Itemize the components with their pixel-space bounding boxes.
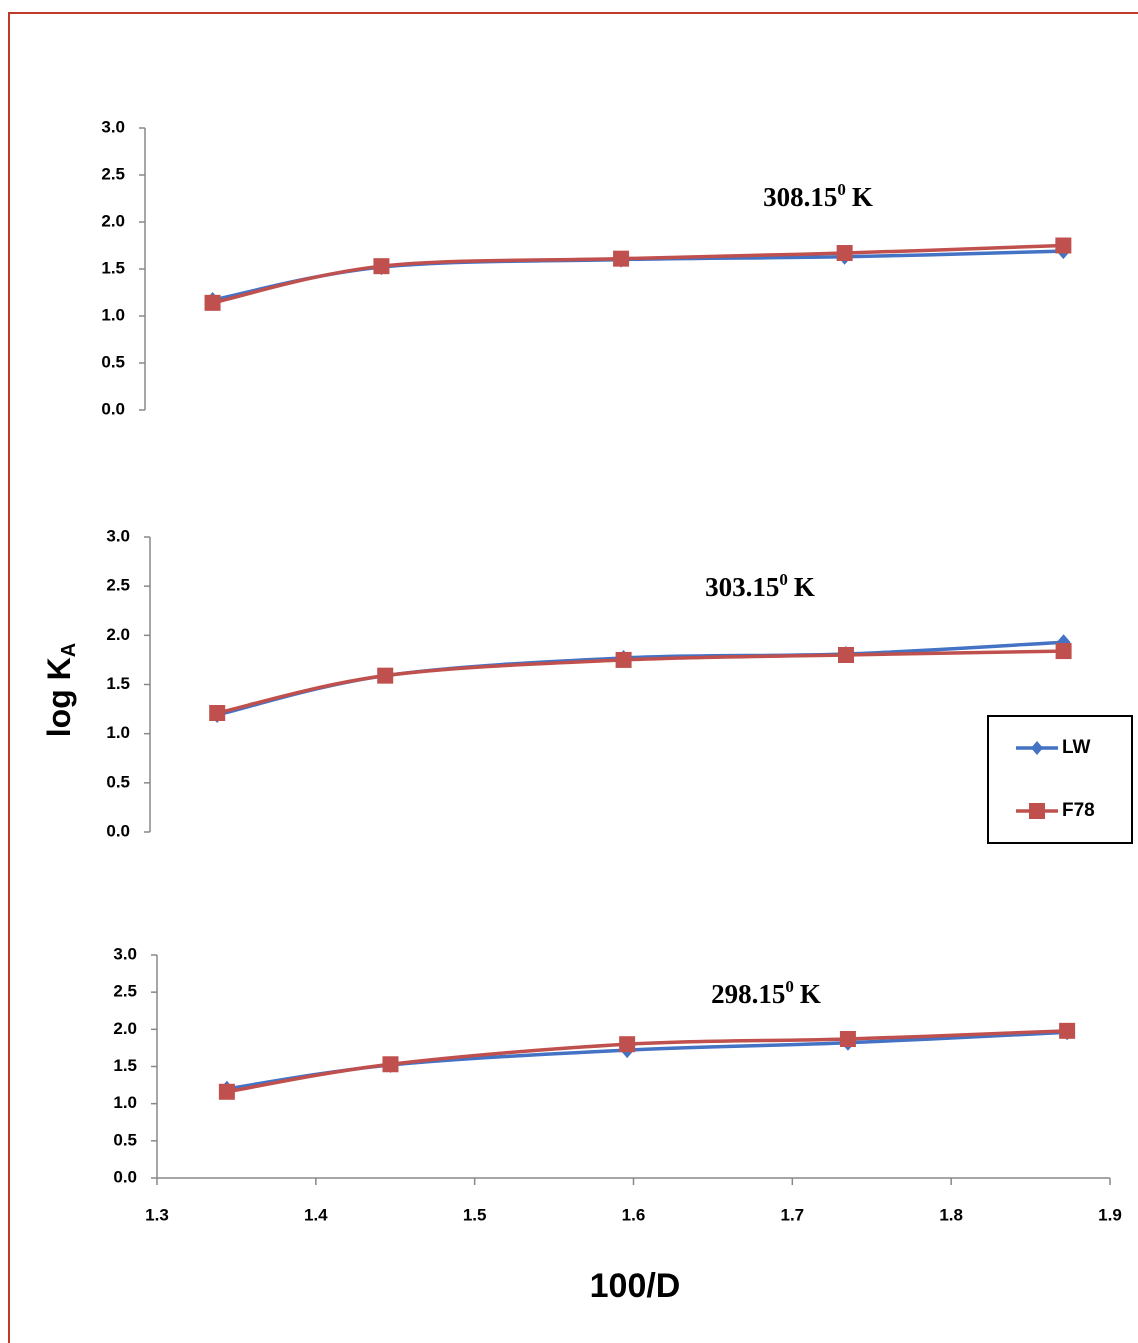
data-point — [382, 1056, 399, 1073]
annotation: 303.150 K — [705, 570, 815, 602]
y-tick-label: 0.5 — [106, 772, 130, 791]
data-point — [377, 667, 394, 684]
data-point — [1055, 237, 1072, 254]
y-tick-label: 3.0 — [106, 526, 130, 545]
legend-label: F78 — [1062, 800, 1095, 821]
x-tick-label: 1.9 — [1098, 1205, 1122, 1224]
y-tick-label: 2.0 — [106, 625, 130, 644]
legend-marker — [1031, 741, 1043, 755]
y-tick-label: 1.5 — [106, 674, 130, 693]
y-tick-label: 0.5 — [113, 1130, 137, 1149]
y-tick-label: 2.0 — [101, 211, 125, 230]
y-axis-title-main: log K — [41, 657, 77, 737]
x-tick-label: 1.5 — [463, 1205, 487, 1224]
data-point — [838, 647, 854, 663]
annotation-sup: 0 — [785, 977, 794, 996]
x-tick-label: 1.6 — [622, 1205, 646, 1224]
y-tick-label: 1.5 — [101, 258, 125, 277]
y-tick-label: 1.0 — [106, 723, 130, 742]
annotation-unit: K — [800, 979, 821, 1009]
y-tick-label: 1.0 — [113, 1093, 137, 1112]
annotation-value: 308.15 — [763, 182, 837, 212]
y-tick-label: 0.0 — [113, 1167, 137, 1186]
y-tick-label: 3.0 — [101, 117, 125, 136]
annotation-unit: K — [794, 572, 815, 602]
legend-label: LW — [1062, 737, 1091, 758]
y-tick-label: 0.0 — [101, 399, 125, 418]
data-point — [615, 651, 632, 668]
annotation-sup: 0 — [837, 180, 846, 199]
data-point — [839, 1030, 856, 1047]
y-tick-label: 2.5 — [106, 576, 130, 595]
y-tick-label: 1.5 — [113, 1056, 137, 1075]
y-tick-label: 2.5 — [101, 164, 125, 183]
y-tick-label: 2.5 — [113, 982, 137, 1001]
annotation-unit: K — [852, 182, 873, 212]
data-point — [613, 250, 630, 267]
y-tick-label: 1.0 — [101, 305, 125, 324]
x-axis-title: 100/D — [590, 1267, 681, 1305]
x-tick-label: 1.3 — [145, 1205, 169, 1224]
frame — [8, 12, 1138, 1343]
annotation-value: 303.15 — [705, 572, 779, 602]
y-axis-title: log KA — [41, 643, 80, 737]
y-tick-label: 0.0 — [106, 821, 130, 840]
data-point — [218, 1083, 235, 1100]
legend — [987, 715, 1133, 844]
series-line — [216, 649, 1064, 715]
x-tick-label: 1.8 — [939, 1205, 963, 1224]
y-tick-label: 3.0 — [113, 944, 137, 963]
annotation: 308.150 K — [763, 180, 873, 212]
y-tick-label: 2.0 — [113, 1019, 137, 1038]
annotation: 298.150 K — [711, 977, 821, 1009]
annotation-value: 298.15 — [711, 979, 785, 1009]
data-point — [204, 294, 221, 311]
y-axis-title-sub: A — [58, 643, 80, 657]
data-point — [1055, 643, 1072, 660]
data-point — [1059, 1022, 1076, 1039]
annotation-sup: 0 — [779, 570, 788, 589]
data-point — [619, 1036, 636, 1053]
x-tick-label: 1.4 — [304, 1205, 328, 1224]
legend-marker — [1029, 803, 1045, 819]
data-point — [209, 705, 226, 722]
y-tick-label: 0.5 — [101, 352, 125, 371]
data-point — [373, 258, 390, 275]
x-tick-label: 1.7 — [781, 1205, 805, 1224]
series-line — [226, 1030, 1068, 1091]
data-point — [836, 245, 853, 262]
